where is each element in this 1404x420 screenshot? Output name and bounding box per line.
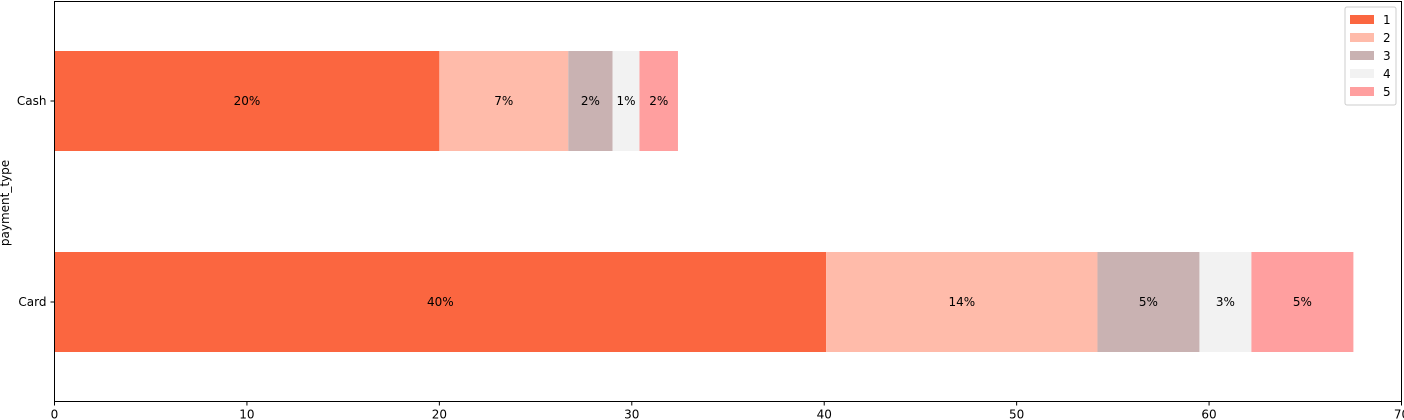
bar-cash-series-2: [439, 51, 569, 151]
bar-label-cash-series-3: 2%: [581, 94, 600, 108]
y-axis-label: payment_type: [0, 160, 12, 246]
x-tick-label: 60: [1201, 408, 1216, 420]
legend-label-2: 2: [1383, 31, 1391, 45]
legend-swatch-2: [1350, 33, 1374, 42]
plot-frame: [54, 1, 1402, 402]
legend-swatch-3: [1350, 51, 1374, 60]
bar-label-cash-series-5: 2%: [649, 94, 668, 108]
bar-card-series-1: [54, 252, 827, 352]
bar-label-cash-series-4: 1%: [616, 94, 635, 108]
bar-card-series-4: [1199, 252, 1252, 352]
bar-card-series-2: [826, 252, 1098, 352]
bar-card-series-3: [1097, 252, 1200, 352]
bar-cash-series-1: [54, 51, 440, 151]
bar-card-series-5: [1251, 252, 1354, 352]
legend-label-5: 5: [1383, 85, 1391, 99]
y-tick-label-card: Card: [18, 295, 46, 309]
bar-cash-series-5: [639, 51, 678, 151]
x-axis: 0 10 20 30 40 50 60 70: [51, 401, 1404, 420]
y-axis: Card Cash: [17, 94, 55, 309]
legend-swatch-5: [1350, 87, 1374, 96]
bar-label-card-series-4: 3%: [1216, 295, 1235, 309]
bar-label-cash-series-1: 20%: [234, 94, 261, 108]
bar-label-card-series-1: 40%: [427, 295, 454, 309]
legend-label-3: 3: [1383, 49, 1391, 63]
x-tick-label: 20: [432, 408, 447, 420]
legend-label-4: 4: [1383, 67, 1391, 81]
y-tick-label-cash: Cash: [17, 94, 47, 108]
x-tick-label: 10: [239, 408, 254, 420]
x-tick-label: 70: [1394, 408, 1404, 420]
bar-label-card-series-3: 5%: [1139, 295, 1158, 309]
bar-label-cash-series-2: 7%: [494, 94, 513, 108]
x-tick-label: 0: [51, 408, 59, 420]
bar-cash-series-4: [612, 51, 640, 151]
x-tick-label: 50: [1009, 408, 1024, 420]
bar-label-card-series-2: 14%: [948, 295, 975, 309]
legend-swatch-4: [1350, 69, 1374, 78]
legend-swatch-1: [1350, 15, 1374, 24]
x-tick-label: 30: [624, 408, 639, 420]
legend-label-1: 1: [1383, 13, 1391, 27]
bar-label-card-series-5: 5%: [1293, 295, 1312, 309]
bar-cash-series-3: [568, 51, 613, 151]
bar-labels-layer: 40% 14% 5% 3% 5% 20% 7% 2% 1% 2%: [234, 94, 1312, 309]
legend: 1 2 3 4 5: [1344, 6, 1397, 106]
bars-layer: [54, 51, 1354, 352]
x-tick-label: 40: [817, 408, 832, 420]
